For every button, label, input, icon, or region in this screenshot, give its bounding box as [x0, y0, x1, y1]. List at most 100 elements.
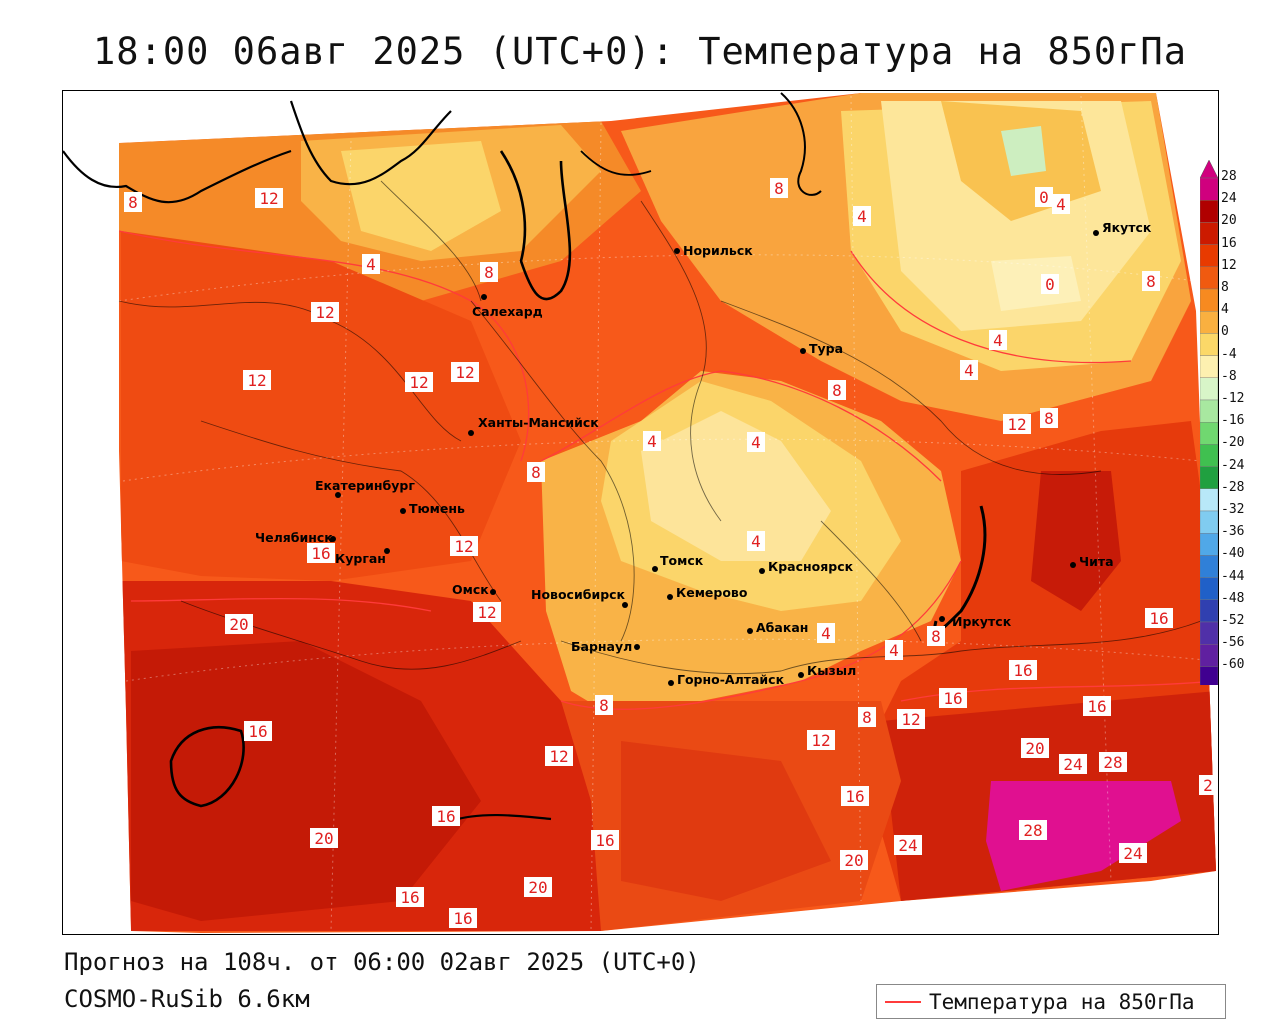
map-panel: Норильск Якутск Салехард Тура Ханты-Манс… [62, 90, 1219, 935]
colorbar-tick-label: -32 [1221, 502, 1245, 517]
legend-line-swatch [885, 1000, 921, 1003]
isotherm-label-bg [828, 380, 846, 400]
colorbar-tick-label: -4 [1221, 346, 1237, 362]
city-tura: Тура [800, 341, 843, 356]
isotherm-label-bg [1059, 754, 1087, 774]
isotherm-label-bg [1003, 414, 1031, 434]
colorbar-segment [1200, 355, 1218, 379]
isotherm-label-bg [432, 806, 460, 826]
colorbar-tick-label: 8 [1221, 280, 1229, 295]
city-chita: Чита [1070, 554, 1114, 569]
svg-text:Ханты-Мансийск: Ханты-Мансийск [478, 415, 599, 430]
isotherm-label-bg [545, 746, 573, 766]
temperature-colorbar [1200, 160, 1218, 685]
colorbar-segment [1200, 377, 1218, 401]
svg-text:Барнаул: Барнаул [571, 639, 632, 654]
colorbar-segment [1200, 266, 1218, 290]
isotherm-label-bg [225, 614, 253, 634]
city-markers: Норильск Якутск Салехард Тура Ханты-Манс… [255, 220, 1152, 687]
isotherm-label: 12 [455, 363, 474, 382]
isotherm-label: 12 [315, 303, 334, 322]
isotherm-label: 8 [531, 463, 541, 482]
isotherm-label: 12 [549, 747, 568, 766]
isotherm-label-bg [817, 623, 835, 643]
isotherm-label-bg [244, 721, 272, 741]
city-kurgan: Курган [335, 548, 390, 566]
isotherm-label: 2 [1203, 776, 1213, 795]
city-novosibirsk: Новосибирск [531, 587, 628, 608]
isotherm-label-bg [310, 828, 338, 848]
isotherm-label-bg [989, 330, 1007, 350]
city-yakutsk: Якутск [1093, 220, 1152, 236]
isotherm-label-bg [1119, 843, 1147, 863]
isotherm-label: 16 [453, 909, 472, 928]
isotherm-label-bg [858, 707, 876, 727]
colorbar-segment [1200, 533, 1218, 556]
city-khanty-mansiysk: Ханты-Мансийск [468, 415, 599, 436]
isotherm-label: 20 [1025, 739, 1044, 758]
svg-text:Кызыл: Кызыл [807, 663, 856, 678]
colorbar-tick-label: 16 [1221, 235, 1237, 251]
isotherm-label-bg [591, 830, 619, 850]
city-norilsk: Норильск [674, 243, 753, 258]
isotherm-label-bg [853, 206, 871, 226]
colorbar-segment [1200, 666, 1218, 685]
colorbar-tick-label: 4 [1221, 302, 1229, 318]
colorbar-segment [1200, 488, 1218, 512]
isotherm-label: 0 [1045, 275, 1055, 294]
isotherm-label-bg [1009, 660, 1037, 680]
isotherm-label: 8 [484, 263, 494, 282]
svg-text:Екатеринбург: Екатеринбург [315, 478, 415, 493]
isotherm-label: 16 [1149, 609, 1168, 628]
model-name: COSMO-RuSib 6.6км [64, 985, 310, 1013]
isotherm-label: 16 [1013, 661, 1032, 680]
colorbar-tick-label: -52 [1221, 613, 1245, 628]
colorbar-segment [1200, 288, 1218, 312]
colorbar-segment [1200, 621, 1218, 645]
legend-label: Температура на 850гПа [929, 989, 1195, 1014]
city-irkutsk: Иркутск [939, 614, 1012, 629]
isotherm-label-bg [307, 543, 335, 563]
svg-text:Норильск: Норильск [683, 243, 753, 258]
graticule [118, 95, 1217, 932]
isotherm-label: 28 [1103, 753, 1122, 772]
colorbar-tick-label: -20 [1221, 435, 1245, 451]
svg-text:Томск: Томск [660, 553, 704, 568]
colorbar-tick-label: -24 [1221, 457, 1245, 473]
isotherm-label: 8 [862, 708, 872, 727]
isotherm-label-bg [405, 372, 433, 392]
isotherm-label-bg [897, 709, 925, 729]
svg-text:Курган: Курган [335, 551, 386, 566]
isotherm-label-bg [527, 462, 545, 482]
isotherm-label-bg [1083, 696, 1111, 716]
colorbar-tick-label: -36 [1221, 524, 1245, 540]
city-chelyabinsk: Челябинск [255, 530, 336, 545]
isotherm-label-bg [451, 362, 479, 382]
colorbar-segment [1200, 200, 1218, 223]
isotherm-label: 4 [857, 207, 867, 226]
isotherm-label: 4 [647, 432, 657, 451]
isotherm-label-bg [396, 887, 424, 907]
isotherm-label: 8 [1044, 409, 1054, 428]
isotherm-label: 8 [599, 696, 609, 715]
svg-text:Новосибирск: Новосибирск [531, 587, 626, 602]
colorbar-max-arrow [1200, 160, 1218, 179]
colorbar-tick-label: -48 [1221, 590, 1245, 606]
city-salekhard: Салехард [472, 294, 543, 319]
colorbar-tick-label: -60 [1221, 657, 1245, 673]
isotherm-label: 16 [248, 722, 267, 741]
svg-text:Иркутск: Иркутск [952, 614, 1012, 629]
svg-text:Якутск: Якутск [1102, 220, 1152, 235]
colorbar-segment [1200, 222, 1218, 245]
isotherm-label-bg [595, 695, 613, 715]
svg-text:Красноярск: Красноярск [768, 559, 854, 574]
svg-text:Салехард: Салехард [472, 304, 543, 319]
isotherm-label: 12 [811, 731, 830, 750]
isotherm-label: 4 [1056, 195, 1066, 214]
svg-text:Челябинск: Челябинск [255, 530, 333, 545]
isotherm-label: 0 [1039, 188, 1049, 207]
isotherm-label: 20 [229, 615, 248, 634]
isotherm-label-bg [1019, 820, 1047, 840]
isotherm-label-bg [747, 531, 765, 551]
svg-text:Омск: Омск [452, 582, 489, 597]
